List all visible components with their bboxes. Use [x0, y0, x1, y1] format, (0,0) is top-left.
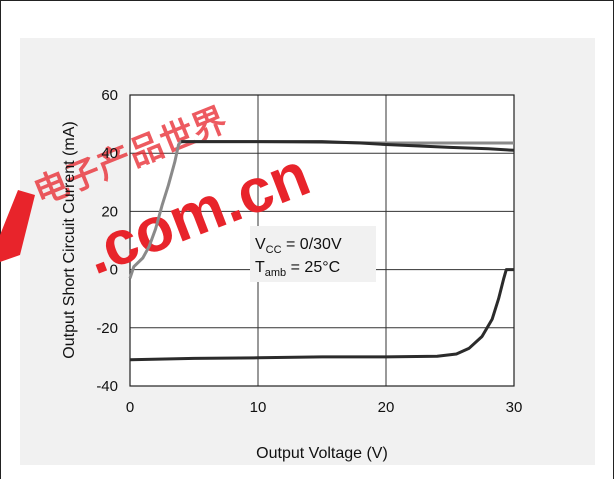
y-tick-label: -40: [96, 378, 118, 395]
x-axis-label: Output Voltage (V): [256, 445, 388, 462]
plot-border: [129, 94, 515, 387]
ticks: 0 10 20 30 -40 -20 0 20 40 60: [96, 87, 522, 416]
annotation-background: [250, 226, 376, 282]
y-axis-label: Output Short Circuit Current (mA): [61, 121, 78, 358]
annotation-vcc: VCC = 0/30V: [255, 236, 342, 256]
watermark-red-shape: [0, 190, 35, 262]
annotations: VCC = 0/30V Tamb = 25°C: [250, 226, 376, 282]
x-tick-label: 10: [250, 399, 267, 416]
y-tick-label: -20: [96, 320, 118, 337]
x-tick-label: 0: [126, 399, 134, 416]
series-line-3: [129, 268, 514, 362]
y-tick-label: 60: [101, 87, 118, 104]
y-tick-label: 20: [101, 203, 118, 220]
series-line-2: [181, 140, 515, 152]
series: [128, 140, 515, 362]
x-tick-label: 30: [506, 399, 523, 416]
x-tick-label: 20: [378, 399, 395, 416]
y-tick-label: 40: [101, 145, 118, 162]
annotation-tamb: Tamb = 25°C: [255, 259, 340, 279]
y-tick-label: 0: [110, 262, 118, 279]
